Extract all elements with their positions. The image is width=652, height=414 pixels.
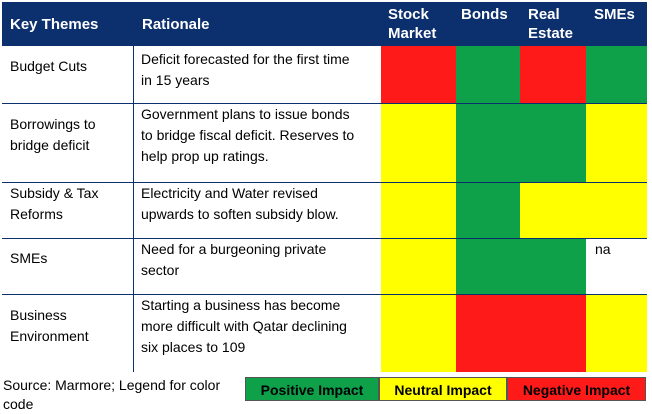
theme-text: Borrowings to: [10, 116, 96, 132]
impact-stock-market-negative: [381, 46, 456, 103]
header-stock-market-line2: Market: [388, 25, 437, 42]
impact-smes-neutral: [586, 183, 647, 238]
impact-real-estate-positive: [520, 104, 586, 182]
rationale-text: Deficit forecasted for the first time: [141, 51, 350, 67]
header-real-estate-line1: Real: [528, 6, 560, 23]
table-row: Budget Cuts Deficit forecasted for the f…: [2, 46, 647, 104]
rationale-text: six places to 109: [141, 339, 246, 355]
column-divider: [133, 295, 134, 372]
table-row: Business Environment Starting a business…: [2, 295, 647, 372]
impact-bonds-positive: [456, 46, 520, 103]
impact-smes-neutral: [586, 104, 647, 182]
table-row: Subsidy & Tax Reforms Electricity and Wa…: [2, 183, 647, 239]
table-row: SMEs Need for a burgeoning private secto…: [2, 239, 647, 295]
header-stock-market: Stock Market: [388, 5, 436, 49]
impact-smes-na: [586, 239, 647, 294]
table-footer: Source: Marmore; Legend for color code P…: [0, 374, 652, 413]
rationale-text: to bridge fiscal deficit. Reserves to: [141, 127, 355, 143]
theme-cell: Business Environment: [10, 305, 89, 347]
source-note-line: code: [3, 396, 34, 412]
rationale-cell: Deficit forecasted for the first time in…: [141, 49, 376, 91]
theme-text: Budget Cuts: [10, 58, 88, 74]
impact-stock-market-neutral: [381, 104, 456, 182]
impact-bonds-negative: [456, 295, 520, 372]
theme-text: Reforms: [10, 206, 63, 222]
rationale-text: in 15 years: [141, 72, 210, 88]
theme-cell: Budget Cuts: [10, 56, 87, 77]
theme-text: bridge deficit: [10, 137, 90, 153]
impact-stock-market-neutral: [381, 239, 456, 294]
header-key-themes: Key Themes: [10, 16, 99, 33]
legend-neutral-impact: Neutral Impact: [379, 377, 507, 401]
rationale-text: Electricity and Water revised: [141, 185, 318, 201]
source-note: Source: Marmore; Legend for color code: [3, 376, 243, 414]
impact-real-estate-positive: [520, 239, 586, 294]
legend-negative-impact: Negative Impact: [507, 377, 646, 401]
column-divider: [133, 104, 134, 182]
theme-text: Environment: [10, 328, 89, 344]
header-stock-market-line1: Stock: [388, 6, 429, 23]
rationale-text: help prop up ratings.: [141, 148, 269, 164]
impact-real-estate-negative: [520, 46, 586, 103]
impact-real-estate-negative: [520, 295, 586, 372]
header-real-estate-line2: Estate: [528, 25, 574, 42]
table-row: Borrowings to bridge deficit Government …: [2, 104, 647, 183]
theme-cell: Borrowings to bridge deficit: [10, 114, 96, 156]
theme-cell: Subsidy & Tax Reforms: [10, 183, 98, 225]
impact-smes-neutral: [586, 295, 647, 372]
table-header: Key Themes Rationale Stock Market Bonds …: [2, 2, 647, 46]
rationale-cell: Government plans to issue bonds to bridg…: [141, 104, 376, 167]
rationale-text: Need for a burgeoning private: [141, 241, 327, 257]
theme-text: Subsidy & Tax: [10, 185, 99, 201]
themes-impact-table: Key Themes Rationale Stock Market Bonds …: [2, 2, 647, 372]
impact-real-estate-neutral: [520, 183, 586, 238]
impact-stock-market-neutral: [381, 295, 456, 372]
header-bonds: Bonds: [461, 6, 508, 23]
smes-na-text: na: [595, 241, 611, 257]
impact-bonds-positive: [456, 183, 520, 238]
header-smes: SMEs: [594, 6, 635, 23]
theme-text: Business: [10, 307, 67, 323]
impact-smes-positive: [586, 46, 647, 103]
column-divider: [133, 46, 134, 103]
rationale-text: Government plans to issue bonds: [141, 106, 350, 122]
rationale-text: more difficult with Qatar declining: [141, 318, 347, 334]
impact-bonds-positive: [456, 104, 520, 182]
impact-bonds-positive: [456, 239, 520, 294]
header-real-estate: Real Estate: [528, 5, 573, 49]
rationale-text: upwards to soften subsidy blow.: [141, 206, 339, 222]
column-divider: [133, 183, 134, 238]
rationale-text: Starting a business has become: [141, 297, 341, 313]
legend-positive-impact: Positive Impact: [245, 377, 379, 401]
impact-stock-market-neutral: [381, 183, 456, 238]
header-rationale: Rationale: [142, 16, 210, 33]
theme-text: SMEs: [10, 250, 48, 266]
source-note-line: Source: Marmore; Legend for color: [3, 377, 221, 393]
rationale-cell: Starting a business has become more diff…: [141, 295, 376, 358]
theme-cell: SMEs: [10, 248, 47, 269]
column-divider: [133, 239, 134, 294]
rationale-cell: Electricity and Water revised upwards to…: [141, 183, 376, 225]
rationale-cell: Need for a burgeoning private sector: [141, 239, 376, 281]
rationale-text: sector: [141, 262, 180, 278]
